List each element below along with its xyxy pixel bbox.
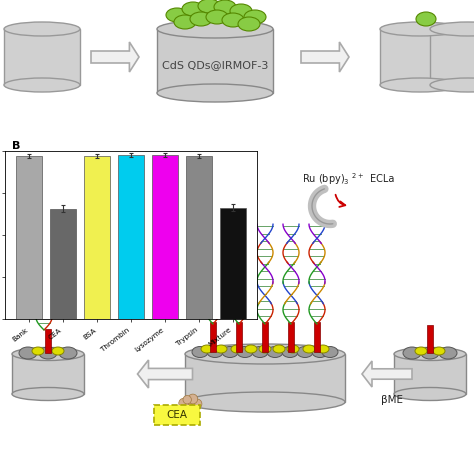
Ellipse shape	[282, 346, 298, 357]
Bar	[210, 322, 216, 352]
Bar	[152, 155, 178, 319]
Text: Ru (bpy)$_3$ $^{2+}$: Ru (bpy)$_3$ $^{2+}$	[105, 238, 167, 254]
Ellipse shape	[39, 347, 57, 359]
Ellipse shape	[238, 17, 260, 31]
Ellipse shape	[317, 345, 329, 353]
Ellipse shape	[230, 4, 252, 18]
Bar	[427, 325, 433, 353]
Circle shape	[23, 246, 35, 257]
Ellipse shape	[403, 347, 421, 359]
Circle shape	[12, 246, 27, 262]
Ellipse shape	[430, 78, 474, 92]
Bar	[220, 208, 246, 319]
Ellipse shape	[222, 346, 238, 357]
Ellipse shape	[192, 346, 208, 357]
Ellipse shape	[273, 345, 285, 353]
Text: βME: βME	[381, 395, 403, 405]
FancyBboxPatch shape	[154, 405, 200, 425]
Circle shape	[11, 241, 22, 251]
Ellipse shape	[207, 346, 223, 357]
Ellipse shape	[182, 2, 204, 16]
Ellipse shape	[245, 345, 257, 353]
Ellipse shape	[59, 347, 77, 359]
Ellipse shape	[421, 347, 439, 359]
Ellipse shape	[394, 388, 466, 401]
Ellipse shape	[416, 12, 436, 26]
Ellipse shape	[394, 347, 466, 361]
Bar	[262, 322, 268, 352]
Ellipse shape	[12, 347, 84, 361]
Ellipse shape	[222, 13, 244, 27]
Ellipse shape	[201, 345, 213, 353]
Ellipse shape	[244, 10, 266, 24]
Ellipse shape	[433, 347, 445, 355]
Ellipse shape	[380, 22, 460, 36]
Ellipse shape	[19, 347, 37, 359]
Bar	[314, 322, 320, 352]
Ellipse shape	[231, 345, 243, 353]
Ellipse shape	[415, 347, 427, 355]
Ellipse shape	[4, 22, 80, 36]
Ellipse shape	[267, 346, 283, 357]
Circle shape	[7, 245, 18, 256]
Ellipse shape	[237, 346, 253, 357]
Ellipse shape	[259, 345, 271, 353]
Text: ECLa: ECLa	[370, 174, 394, 184]
Circle shape	[192, 399, 202, 409]
Bar	[50, 209, 76, 319]
Polygon shape	[430, 29, 474, 85]
Polygon shape	[12, 354, 84, 394]
Ellipse shape	[297, 346, 313, 357]
Text: B: B	[12, 141, 20, 151]
Text: CdS QDs@IRMOF-3: CdS QDs@IRMOF-3	[162, 60, 268, 70]
Bar	[45, 329, 51, 353]
Ellipse shape	[174, 15, 196, 29]
Bar	[118, 155, 144, 319]
Ellipse shape	[4, 78, 80, 92]
Ellipse shape	[190, 12, 212, 26]
Text: Ru (bpy)$_3$ $^{2+}$: Ru (bpy)$_3$ $^{2+}$	[302, 171, 365, 187]
Circle shape	[179, 398, 189, 408]
Ellipse shape	[214, 0, 236, 14]
Bar	[186, 156, 211, 319]
Polygon shape	[394, 354, 466, 394]
Circle shape	[183, 395, 191, 404]
Ellipse shape	[185, 392, 345, 412]
Ellipse shape	[157, 84, 273, 102]
Ellipse shape	[52, 347, 64, 355]
Bar	[84, 156, 110, 319]
Polygon shape	[91, 42, 139, 72]
Ellipse shape	[166, 8, 188, 22]
Bar	[288, 322, 294, 352]
Ellipse shape	[198, 0, 220, 13]
Ellipse shape	[185, 344, 345, 364]
Ellipse shape	[312, 346, 328, 357]
Ellipse shape	[252, 346, 268, 357]
Circle shape	[188, 394, 198, 404]
Bar	[236, 322, 242, 352]
Ellipse shape	[430, 22, 474, 36]
Ellipse shape	[32, 347, 44, 355]
Polygon shape	[362, 361, 412, 387]
Polygon shape	[4, 29, 80, 85]
Circle shape	[184, 400, 196, 412]
Ellipse shape	[157, 20, 273, 38]
Ellipse shape	[439, 347, 457, 359]
Polygon shape	[380, 29, 460, 85]
Ellipse shape	[380, 78, 460, 92]
Polygon shape	[157, 29, 273, 93]
Ellipse shape	[322, 346, 338, 357]
Bar	[17, 156, 42, 319]
Ellipse shape	[12, 388, 84, 401]
Text: CEA: CEA	[166, 410, 188, 420]
Circle shape	[18, 239, 29, 251]
Ellipse shape	[303, 345, 315, 353]
Ellipse shape	[206, 10, 228, 24]
Polygon shape	[185, 354, 345, 402]
Ellipse shape	[215, 345, 227, 353]
Ellipse shape	[287, 345, 299, 353]
Polygon shape	[301, 42, 349, 72]
Text: ECLa: ECLa	[175, 241, 200, 251]
Polygon shape	[137, 360, 192, 388]
